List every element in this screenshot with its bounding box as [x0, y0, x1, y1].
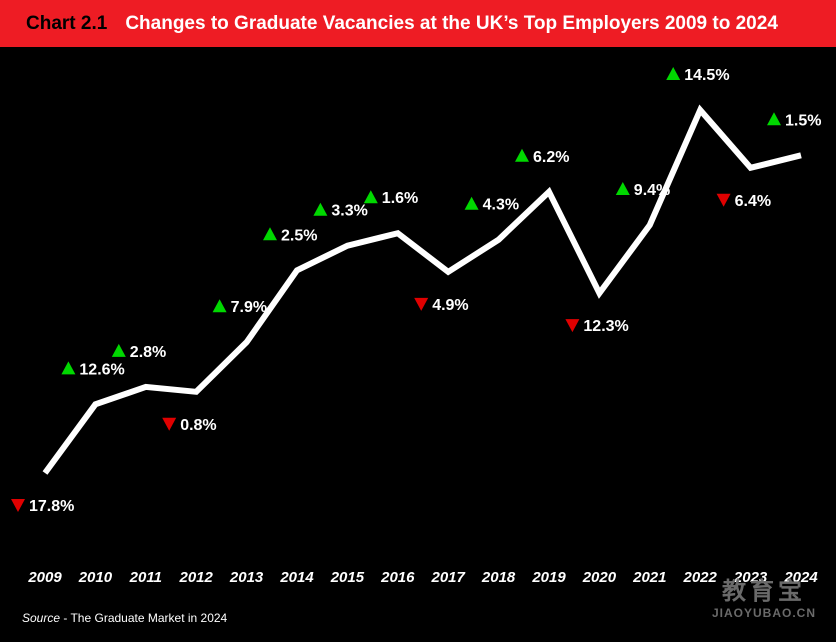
data-label: 1.6%	[382, 190, 418, 207]
data-label: 6.4%	[735, 193, 771, 210]
up-arrow-icon	[666, 67, 681, 81]
data-label: 4.3%	[483, 197, 519, 214]
x-tick-label: 2020	[582, 569, 617, 586]
data-label: 17.8%	[29, 498, 74, 515]
x-tick-label: 2016	[380, 569, 415, 586]
up-arrow-icon	[363, 190, 378, 204]
down-arrow-icon	[716, 193, 731, 207]
down-arrow-icon	[414, 297, 429, 311]
up-arrow-icon	[515, 148, 529, 162]
down-arrow-icon	[162, 417, 177, 431]
data-label: 1.5%	[785, 112, 821, 129]
data-label: 2.8%	[130, 344, 166, 361]
data-label: 12.6%	[79, 361, 124, 378]
x-tick-label: 2017	[431, 569, 466, 586]
source-note: Source - The Graduate Market in 2024	[22, 611, 227, 625]
x-tick-label: 2009	[27, 569, 62, 586]
data-label: 6.2%	[533, 149, 569, 166]
data-label: 14.5%	[684, 67, 729, 84]
data-label: 12.3%	[583, 318, 628, 335]
x-tick-label: 2018	[481, 569, 516, 586]
x-tick-label: 2014	[279, 569, 314, 586]
watermark-en: JIAOYUBAO.CN	[711, 606, 816, 620]
up-arrow-icon	[767, 112, 781, 126]
data-label: 2.5%	[281, 227, 317, 244]
data-label: 9.4%	[634, 182, 670, 199]
down-arrow-icon	[565, 319, 580, 333]
x-tick-label: 2015	[330, 569, 365, 586]
title-bar: Chart 2.1 Changes to Graduate Vacancies …	[0, 0, 836, 47]
x-tick-label: 2023	[733, 569, 768, 586]
up-arrow-icon	[313, 202, 328, 216]
up-arrow-icon	[111, 343, 126, 357]
x-tick-label: 2022	[683, 569, 718, 586]
x-tick-label: 2011	[129, 569, 162, 586]
x-tick-label: 2010	[78, 569, 113, 586]
chart-title: Changes to Graduate Vacancies at the UK’…	[125, 12, 778, 34]
data-label: 4.9%	[432, 297, 468, 314]
x-tick-label: 2012	[179, 569, 214, 586]
data-label: 7.9%	[231, 299, 267, 316]
x-tick-label: 2019	[531, 569, 566, 586]
watermark-cn: 教育宝	[721, 578, 806, 605]
data-label: 0.8%	[180, 417, 216, 434]
series-line	[42, 104, 802, 475]
up-arrow-icon	[263, 227, 277, 241]
chart-number: Chart 2.1	[26, 12, 108, 34]
up-arrow-icon	[464, 196, 479, 210]
watermark-logo: 教育宝 JIAOYUBAO.CN	[712, 578, 816, 620]
source-label: Source	[22, 611, 61, 625]
up-arrow-icon	[212, 299, 227, 313]
source-text: - The Graduate Market in 2024	[60, 611, 228, 625]
up-arrow-icon	[615, 182, 630, 196]
x-tick-label: 2024	[783, 569, 818, 586]
down-arrow-icon	[11, 499, 25, 512]
line-chart: 2009 2010 2011 2012 2013 2014 2015 2016 2017 2018…	[11, 67, 821, 586]
x-tick-label: 2021	[632, 569, 666, 586]
x-tick-label: 2013	[229, 569, 264, 586]
data-label: 3.3%	[331, 203, 367, 220]
up-arrow-icon	[61, 361, 76, 375]
